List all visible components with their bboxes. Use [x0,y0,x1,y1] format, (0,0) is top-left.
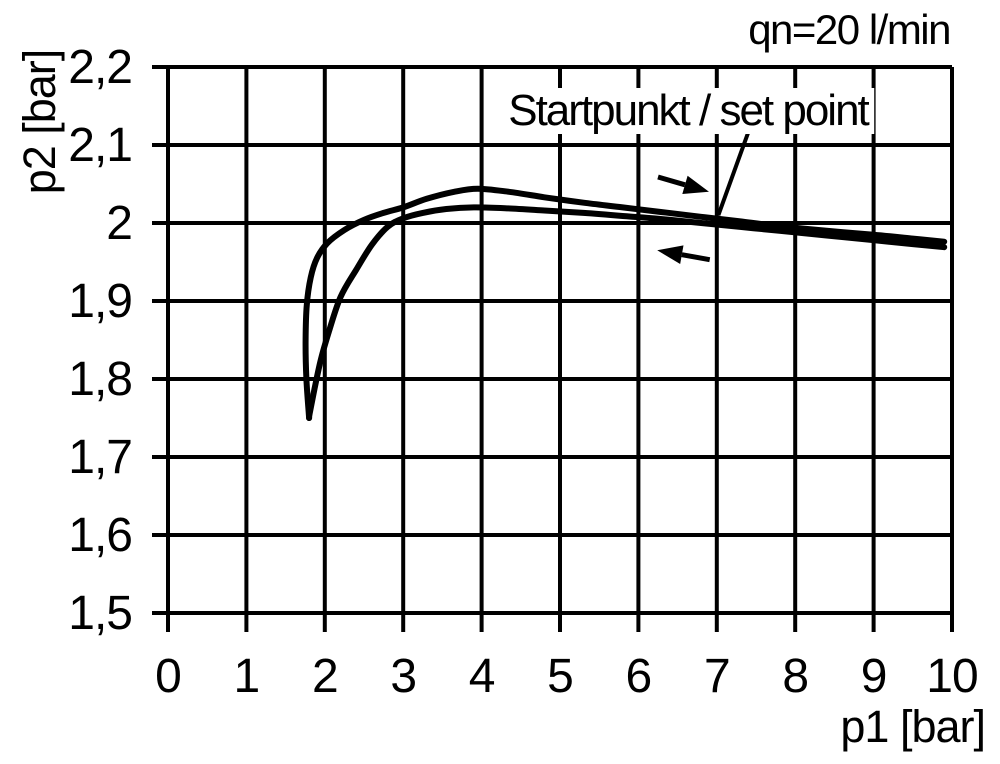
y-tick-label: 1,7 [68,431,132,484]
forward-direction-arrow-icon [682,175,709,194]
x-tick-label: 2 [312,650,338,703]
x-tick-label: 3 [390,650,416,703]
return-direction-arrow-icon [657,245,684,265]
set-point-annotation-label: Startpunkt / set point [502,88,874,134]
y-tick-label: 2 [106,197,132,250]
chart-title: qn=20 l/min [748,6,951,53]
x-tick-label: 5 [547,650,573,703]
x-tick-label: 10 [926,650,977,703]
x-axis-label: p1 [bar] [840,701,986,752]
y-tick-label: 2,2 [68,41,132,94]
curve-right [302,185,948,421]
x-tick-label: 1 [234,650,260,703]
y-tick-label: 2,1 [68,119,132,172]
x-tick-label: 6 [626,650,652,703]
return-direction-arrow-shaft [681,252,711,263]
y-tick-label: 1,9 [68,275,132,328]
x-tick-label: 0 [155,650,181,703]
x-tick-label: 4 [469,650,495,703]
y-tick-label: 1,6 [68,509,132,562]
forward-direction-arrow-shaft [657,174,686,188]
x-tick-label: 7 [704,650,730,703]
y-tick-label: 1,8 [68,353,132,406]
x-tick-label: 8 [782,650,808,703]
set-point-leader-line [716,131,751,216]
y-tick-label: 1,5 [68,587,132,640]
curve-left [306,204,948,421]
x-tick-label: 9 [861,650,887,703]
y-axis-label: p2 [bar] [14,49,65,195]
